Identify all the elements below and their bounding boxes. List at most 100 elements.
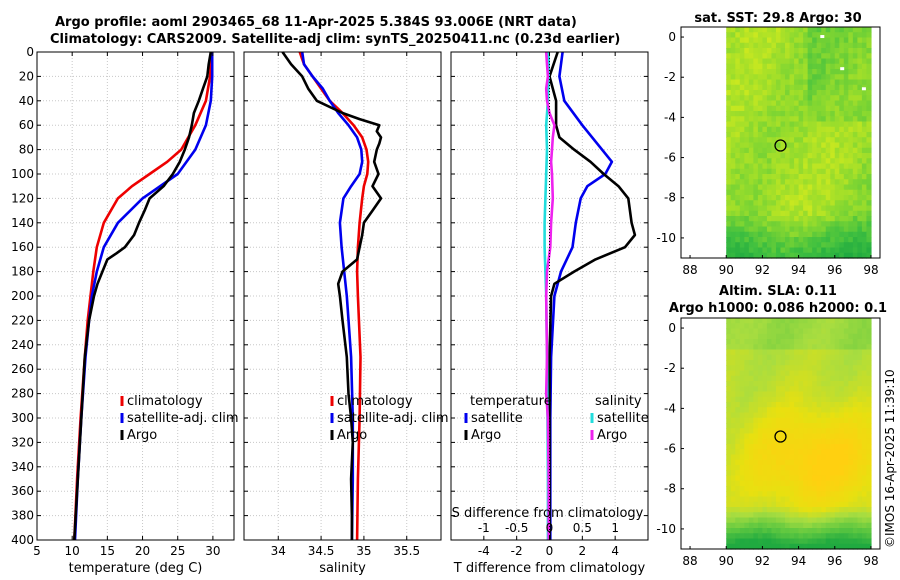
map-cell [848,475,854,482]
map-cell [757,42,764,49]
map-cell [748,543,754,550]
map-cell [807,195,813,201]
map-cell [861,375,868,382]
map-cell [816,318,822,324]
map-cell [730,84,736,91]
map-cell [730,349,736,356]
map-cell [830,42,836,49]
map-cell [843,226,849,233]
map-cell [848,365,854,372]
map-cell [821,58,827,65]
map-cell [807,58,813,65]
map-cell [830,365,836,372]
map-cell [739,480,745,487]
map-cell [821,543,827,550]
map-cell [780,444,786,450]
map-cell [744,396,750,403]
map-cell [803,168,809,175]
map-cell [803,375,809,382]
map-cell [825,491,831,498]
map-cell [821,79,827,86]
map-cell [852,470,858,477]
map-cell [771,475,777,482]
map-cell [794,428,800,435]
map-cell [821,179,827,186]
map-cell [730,95,736,102]
map-cell [803,381,809,387]
map-cell [780,512,786,519]
map-cell [771,370,777,377]
map-cell [753,247,759,254]
map-cell [812,491,818,498]
map-cell [739,168,745,175]
map-cell [789,375,795,382]
map-cell [848,528,854,534]
map-cell [834,528,840,534]
map-cell [866,226,872,233]
map-cell [830,100,836,107]
map-cell [834,339,840,345]
map-cell [839,132,845,138]
map-cell [830,507,836,513]
map-cell [785,121,791,128]
map-cell [748,252,754,259]
map-cell [857,412,863,419]
map-cell [798,179,804,186]
map-cell [830,328,836,335]
map-cell [785,168,791,175]
map-cell [830,354,836,361]
map-cell [852,153,858,159]
map-cell [807,496,813,503]
map-cell [803,339,809,345]
map-cell [834,111,840,117]
map-cell [775,480,782,487]
map-cell [780,470,786,477]
series-line-t-argo [548,51,637,540]
map-cell [730,323,736,330]
map-cell [771,48,777,54]
map-cell [785,507,791,513]
map-cell [830,189,836,196]
map-cell [735,79,741,86]
map-cell [739,512,745,519]
map-cell [744,491,750,498]
map-cell [744,27,750,33]
map-cell [812,69,818,75]
map-cell [816,465,822,471]
map-cell [766,90,773,96]
y-tick-label: 0 [668,321,676,335]
map-cell [780,74,786,81]
map-cell [753,433,759,440]
map-cell [830,111,836,117]
map-cell [780,132,786,138]
map-cell [757,396,764,403]
map-cell [789,381,795,387]
map-cell [803,480,809,487]
map-cell [771,344,777,351]
map-cell [794,210,800,217]
map-cell [730,381,736,387]
map-cell [825,533,831,540]
map-cell [812,221,818,228]
map-cell [848,147,854,154]
map-cell [798,486,804,492]
map-cell [803,344,809,351]
map-cell [775,423,782,429]
map-cell [771,100,777,107]
map-cell [807,454,813,461]
imos-watermark: ©IMOS 16-Apr-2025 11:39:10 [883,369,897,548]
map-cell [730,168,736,175]
map-cell [816,360,822,366]
map-cell [775,333,782,340]
map-cell [771,391,777,398]
map-cell [816,242,822,249]
map-cell [753,252,759,259]
s-axis-label: S difference from climatology [452,506,644,521]
map-cell [803,105,809,112]
map-cell [816,210,822,217]
map-cell [730,360,736,366]
map-cell [825,237,831,243]
map-cell [744,221,750,228]
map-cell [794,475,800,482]
map-cell [816,252,822,259]
